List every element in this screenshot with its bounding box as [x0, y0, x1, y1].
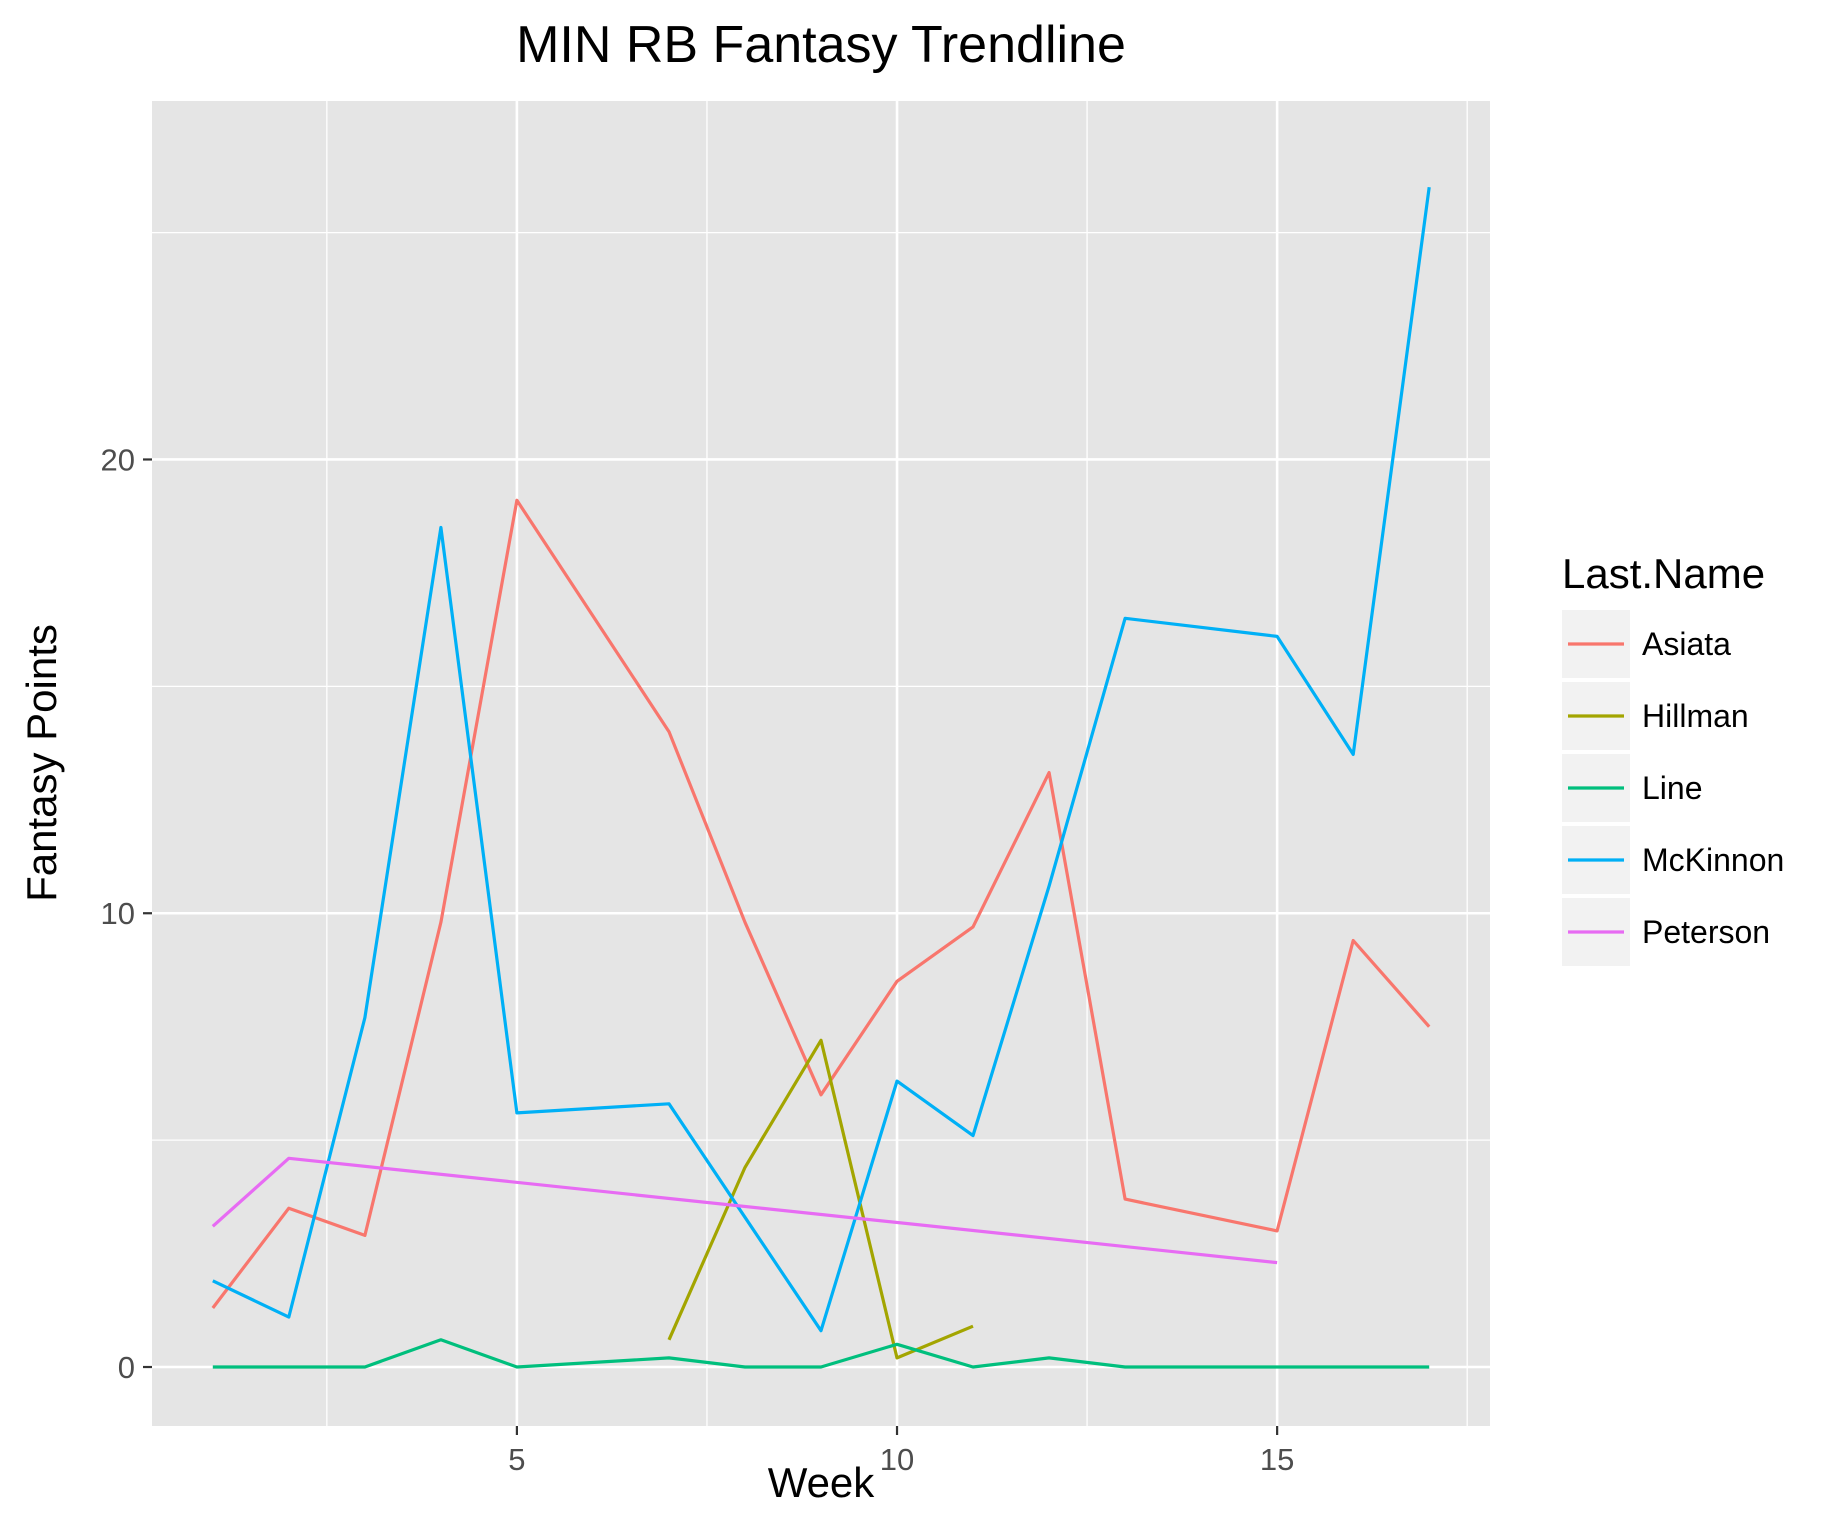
y-tick-label: 20 — [101, 442, 135, 477]
x-axis-title: Week — [768, 1459, 876, 1506]
minor-gridlines — [152, 101, 1490, 1426]
legend-label-asiata: Asiata — [1642, 626, 1731, 662]
legend: Last.Name Asiata Hillman Line McKinnon Peter… — [1562, 550, 1784, 966]
x-tick-label: 10 — [880, 1442, 914, 1477]
legend-label-peterson: Peterson — [1642, 914, 1770, 950]
legend-label-hillman: Hillman — [1642, 698, 1749, 734]
legend-title: Last.Name — [1562, 550, 1765, 597]
plot-panel — [152, 101, 1490, 1426]
series-line-mckinnon — [212, 186, 1431, 1333]
series-line-asiata — [211, 498, 1431, 1309]
y-axis-title: Fantasy Points — [18, 624, 65, 902]
series-lines — [211, 186, 1431, 1369]
series-line-hillman — [667, 1038, 974, 1360]
x-axis: 5 10 15 — [508, 1426, 1294, 1477]
y-tick-label: 10 — [101, 896, 135, 931]
y-axis: 0 10 20 — [101, 442, 152, 1385]
series-line-line — [212, 1338, 1430, 1369]
x-tick-label: 5 — [508, 1442, 525, 1477]
x-tick-label: 15 — [1260, 1442, 1294, 1477]
legend-label-mckinnon: McKinnon — [1642, 842, 1784, 878]
chart-title: MIN RB Fantasy Trendline — [516, 16, 1126, 74]
legend-label-line: Line — [1642, 770, 1703, 806]
series-line-peterson — [211, 1156, 1278, 1265]
y-tick-label: 0 — [118, 1350, 135, 1385]
